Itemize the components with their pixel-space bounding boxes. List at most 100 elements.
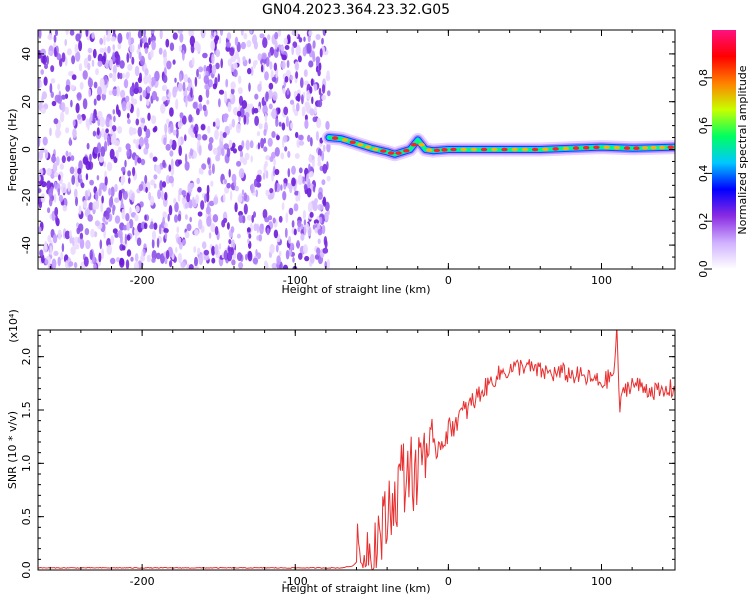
noise-blob [304,119,309,129]
noise-blob [105,30,109,36]
noise-blob [290,122,294,130]
noise-blob [241,189,245,196]
noise-blob [148,37,151,45]
y-tick-label: 0.0 [20,561,33,579]
noise-blob [150,179,156,186]
noise-blob [220,58,223,69]
colorbar-tick-label: 0.4 [697,165,710,183]
noise-blob [40,69,44,75]
noise-blob [181,190,187,196]
noise-blob [314,198,318,204]
noise-blob [92,130,97,137]
noise-blob [208,200,215,207]
noise-blob [169,138,173,146]
noise-blob [295,61,299,71]
noise-blob [212,214,219,223]
noise-blob [222,132,227,138]
noise-blob [300,233,305,241]
noise-blob [211,64,217,75]
noise-blob [138,51,142,61]
noise-blob [218,89,225,95]
noise-blob [255,249,258,257]
signal-hotspot [380,149,387,153]
noise-blob [129,43,135,53]
noise-blob [127,63,133,71]
noise-blob [200,124,206,131]
noise-blob [289,242,295,251]
noise-blob [291,220,295,228]
x-tick-label: -200 [130,274,155,287]
noise-blob [193,246,197,253]
noise-blob [188,30,192,37]
noise-blob [166,118,170,125]
noise-blob [285,69,291,78]
colorbar-tick-label: 0.6 [697,117,710,135]
noise-blob [54,206,59,217]
noise-blob [78,223,84,232]
noise-blob [179,73,183,82]
noise-blob [282,264,289,269]
noise-blob [312,202,318,212]
noise-blob [254,115,259,126]
noise-blob [218,36,222,44]
noise-blob [258,123,263,130]
noise-blob [161,85,166,92]
noise-blob [193,265,200,269]
noise-blob [319,216,323,224]
noise-blob [296,240,300,249]
noise-blob [210,223,216,233]
noise-blob [38,136,41,147]
noise-blob [305,223,309,231]
noise-blob [302,46,307,57]
noise-blob [57,83,61,91]
noise-blob [110,235,115,245]
signal-hotspot [542,147,549,152]
noise-blob [309,86,313,94]
noise-blob [204,193,207,204]
noise-blob [117,109,121,118]
noise-blob [91,59,95,67]
noise-blob [74,243,80,250]
noise-blob [280,45,284,51]
noise-blob [38,150,44,160]
noise-blob [280,184,283,191]
noise-blob [93,81,98,89]
noise-blob [144,214,147,221]
noise-blob [178,159,182,165]
noise-blob [248,82,251,92]
noise-blob [94,220,100,227]
noise-blob [297,220,302,228]
noise-blob [64,106,69,115]
noise-blob [313,219,319,225]
noise-blob [207,157,211,165]
noise-blob [142,90,147,98]
noise-blob [264,71,269,81]
signal-hotspot [491,147,498,152]
noise-blob [189,216,192,223]
noise-blob [55,127,61,139]
noise-blob [265,189,270,197]
noise-blob [144,174,148,184]
noise-blob [46,168,52,176]
noise-blob [93,98,97,106]
noise-blob [259,223,264,235]
noise-blob [278,215,283,223]
noise-blob [128,177,131,185]
noise-blob [265,56,270,67]
noise-blob [117,72,121,80]
noise-blob [134,214,139,222]
signal-hotspot [450,147,457,152]
noise-blob [134,81,139,92]
noise-blob [321,37,324,45]
noise-blob [97,53,103,63]
noise-blob [175,127,179,139]
noise-blob [151,115,157,125]
noise-blob [274,40,278,50]
noise-blob [301,94,304,105]
noise-blob [203,75,209,85]
noise-blob [284,146,288,152]
noise-blob [119,60,125,69]
noise-blob [198,94,203,103]
noise-blob [292,41,298,48]
noise-blob [106,244,113,255]
